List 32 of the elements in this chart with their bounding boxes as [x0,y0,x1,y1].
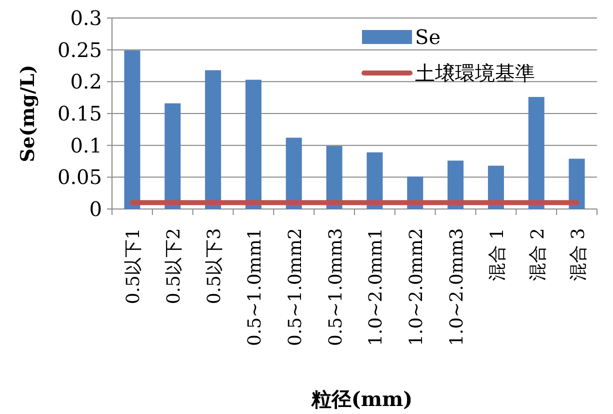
x-tick-label: 0.5~1.0mm1 [244,228,266,346]
bar [528,96,544,209]
x-tick-label: 0.5以下3 [204,228,226,304]
y-tick-label: 0.05 [57,165,102,190]
bar [366,152,383,209]
bar [164,103,181,209]
y-tick-label: 0.25 [57,38,102,62]
bar [245,80,262,209]
y-tick-label: 0.3 [70,6,102,30]
legend-label: 土壌環境基準 [415,61,535,85]
x-tick-label: 混合 3 [568,228,589,282]
bar [205,70,222,209]
x-tick-label: 0.5以下2 [164,228,185,304]
bar [286,138,302,209]
legend-label: Se [415,25,441,49]
y-tick-label: 0 [89,197,102,221]
y-axis-title: Se(mg/L) [17,64,39,162]
x-tick-label: 1.0~2.0mm1 [366,228,387,346]
x-tick-label: 0.5~1.0mm3 [325,228,346,346]
x-tick-label: 混合 1 [486,228,508,282]
x-tick-label: 1.0~2.0mm3 [446,228,468,346]
x-axis-title: 粒径(mm) [310,387,413,411]
x-tick-label: 1.0~2.0mm2 [406,228,428,346]
x-tick-label: 混合 2 [527,228,548,282]
y-tick-label: 0.1 [70,133,102,158]
y-tick-label: 0.2 [70,70,102,94]
bar [124,50,140,209]
x-tick-label: 0.5~1.0mm2 [284,228,306,346]
bar [568,158,585,209]
x-tick-label: 0.5以下1 [123,228,144,304]
bar [326,146,342,209]
y-tick-label: 0.15 [57,102,102,126]
